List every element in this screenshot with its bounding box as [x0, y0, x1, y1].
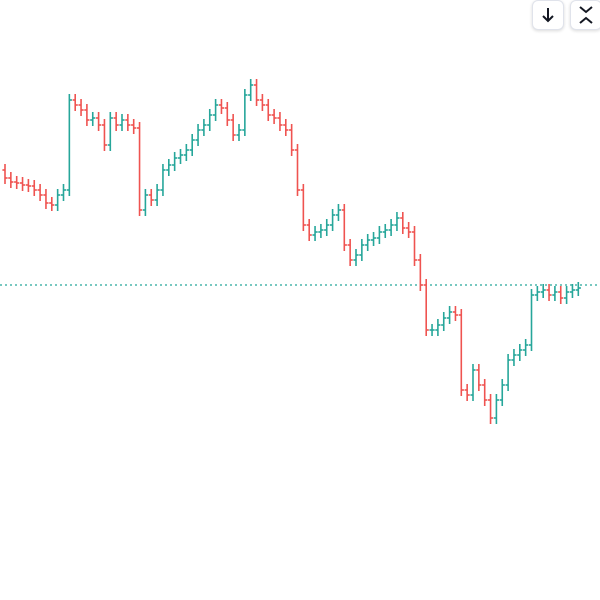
collapse-button[interactable] [570, 0, 600, 30]
collapse-icon [579, 6, 593, 24]
down-arrow-icon [542, 8, 554, 23]
scroll-down-button[interactable] [532, 0, 564, 30]
